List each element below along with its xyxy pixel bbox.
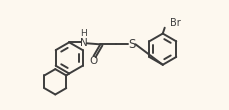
Text: N: N xyxy=(80,38,87,48)
Text: S: S xyxy=(127,38,135,51)
Text: H: H xyxy=(80,29,87,38)
Text: O: O xyxy=(89,56,97,66)
Text: Br: Br xyxy=(169,18,180,28)
